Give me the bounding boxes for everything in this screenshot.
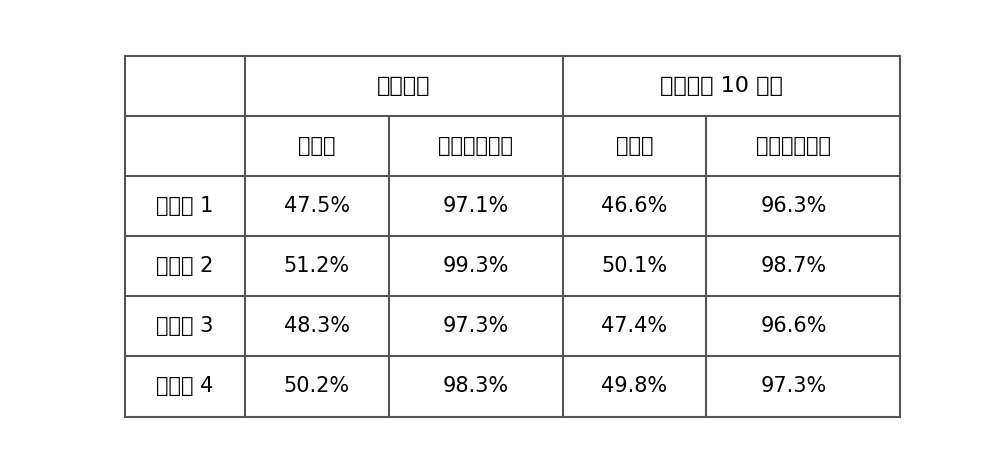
Text: 初次使用: 初次使用: [377, 76, 431, 96]
Text: 46.6%: 46.6%: [601, 196, 668, 216]
Text: 96.3%: 96.3%: [760, 196, 827, 216]
Text: 49.8%: 49.8%: [602, 376, 668, 396]
Text: 48.3%: 48.3%: [284, 316, 350, 336]
Text: 实施例 2: 实施例 2: [156, 256, 214, 277]
Text: 99.3%: 99.3%: [442, 256, 509, 277]
Text: 转化率: 转化率: [298, 136, 336, 156]
Text: 重复使用 10 次后: 重复使用 10 次后: [660, 76, 783, 96]
Text: 苯乙酮选择性: 苯乙酮选择性: [756, 136, 831, 156]
Text: 51.2%: 51.2%: [284, 256, 350, 277]
Text: 97.3%: 97.3%: [443, 316, 509, 336]
Text: 47.4%: 47.4%: [602, 316, 668, 336]
Text: 97.1%: 97.1%: [443, 196, 509, 216]
Text: 转化率: 转化率: [616, 136, 653, 156]
Text: 98.3%: 98.3%: [443, 376, 509, 396]
Text: 实施例 3: 实施例 3: [156, 316, 214, 336]
Text: 96.6%: 96.6%: [760, 316, 827, 336]
Text: 苯乙酮选择性: 苯乙酮选择性: [438, 136, 513, 156]
Text: 98.7%: 98.7%: [760, 256, 826, 277]
Text: 50.1%: 50.1%: [602, 256, 668, 277]
Text: 47.5%: 47.5%: [284, 196, 350, 216]
Text: 实施例 4: 实施例 4: [156, 376, 214, 396]
Text: 50.2%: 50.2%: [284, 376, 350, 396]
Text: 97.3%: 97.3%: [760, 376, 827, 396]
Text: 实施例 1: 实施例 1: [156, 196, 214, 216]
